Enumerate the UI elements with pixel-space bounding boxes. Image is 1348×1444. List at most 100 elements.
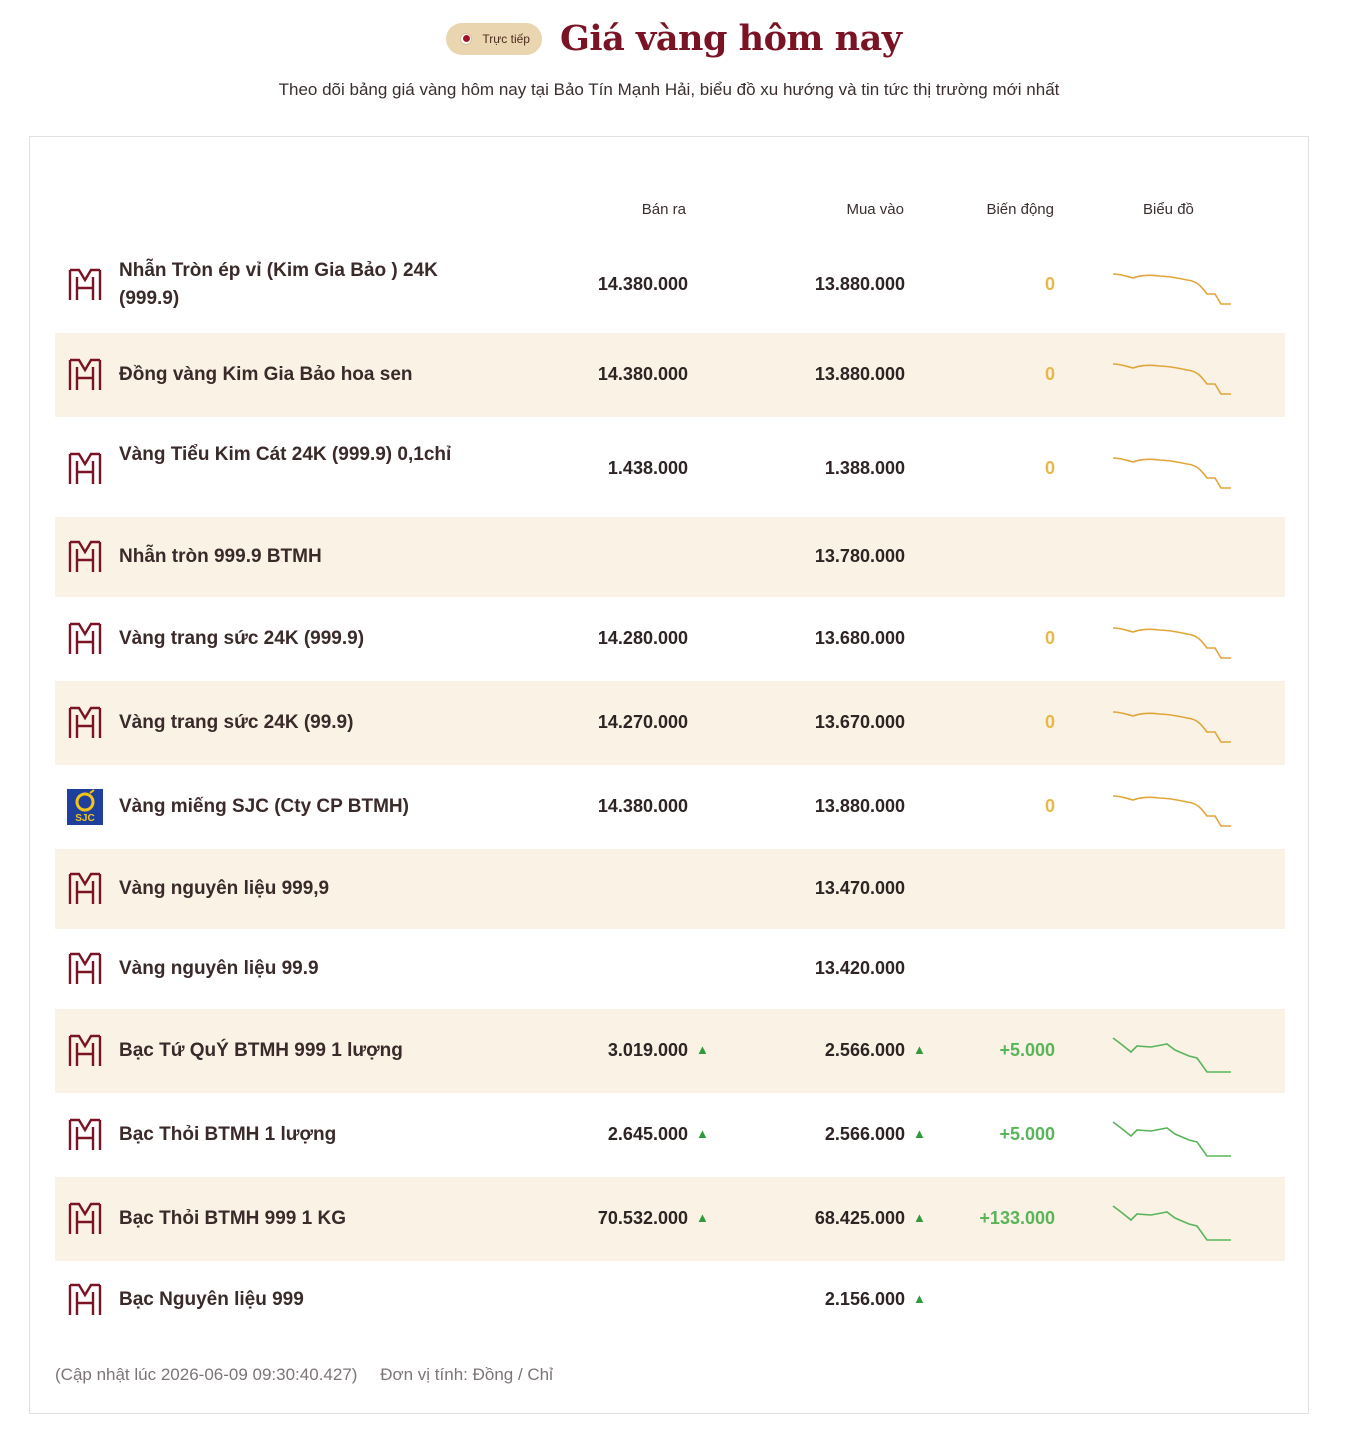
sparkline-chart[interactable] bbox=[1111, 264, 1235, 306]
product-name: Bạc Thỏi BTMH 999 1 KG bbox=[119, 1208, 346, 1229]
sparkline-chart[interactable] bbox=[1111, 702, 1235, 744]
buy-price: 1.388.000 bbox=[824, 458, 905, 478]
live-dot-icon bbox=[460, 32, 473, 45]
product-name: Bạc Thỏi BTMH 1 lượng bbox=[119, 1124, 337, 1145]
product-name: Nhẫn Tròn ép vỉ (Kim Gia Bảo ) 24K (999.… bbox=[119, 260, 438, 309]
table-row[interactable]: Nhẫn tròn 999.9 BTMH 13.780.000 bbox=[55, 517, 1285, 597]
update-timestamp: (Cập nhật lúc 2026-06-09 09:30:40.427) bbox=[55, 1365, 358, 1384]
btmh-logo-icon bbox=[67, 1201, 103, 1237]
price-change: 0 bbox=[1044, 628, 1055, 648]
sjc-logo-icon: SJC bbox=[67, 789, 103, 825]
product-name: Nhẫn tròn 999.9 BTMH bbox=[119, 546, 322, 567]
sell-price: 1.438.000 bbox=[607, 458, 688, 478]
buy-price: 13.880.000 bbox=[814, 364, 905, 384]
sell-price: 14.270.000 bbox=[597, 712, 688, 732]
table-row[interactable]: Nhẫn Tròn ép vỉ (Kim Gia Bảo ) 24K (999.… bbox=[55, 241, 1285, 329]
unit-label: Đơn vị tính: Đồng / Chỉ bbox=[380, 1365, 553, 1384]
sparkline-chart[interactable] bbox=[1111, 1028, 1235, 1074]
buy-price: 2.156.000 bbox=[824, 1289, 905, 1309]
sparkline-chart[interactable] bbox=[1111, 618, 1235, 660]
price-change: +5.000 bbox=[999, 1124, 1055, 1144]
table-row[interactable]: Vàng nguyên liệu 99.9 13.420.000 bbox=[55, 929, 1285, 1009]
up-arrow-icon: ▲ bbox=[913, 1126, 926, 1141]
column-header-chart: Biểu đồ bbox=[1143, 201, 1194, 218]
sell-price: 14.380.000 bbox=[597, 274, 688, 294]
product-name: Bạc Nguyên liệu 999 bbox=[119, 1289, 304, 1310]
product-name: Bạc Tứ QuÝ BTMH 999 1 lượng bbox=[119, 1040, 403, 1061]
product-name: Đồng vàng Kim Gia Bảo hoa sen bbox=[119, 364, 413, 385]
table-row[interactable]: Vàng trang sức 24K (999.9) 14.280.000 13.6… bbox=[55, 597, 1285, 681]
btmh-logo-icon bbox=[67, 621, 103, 657]
price-change: 0 bbox=[1044, 274, 1055, 294]
buy-price: 13.420.000 bbox=[814, 958, 905, 978]
price-change: 0 bbox=[1044, 458, 1055, 478]
table-row[interactable]: Vàng nguyên liệu 999,9 13.470.000 bbox=[55, 849, 1285, 929]
table-row[interactable]: Bạc Nguyên liệu 999 2.156.000 ▲ bbox=[55, 1261, 1285, 1339]
buy-price: 13.780.000 bbox=[814, 546, 905, 566]
up-arrow-icon: ▲ bbox=[913, 1210, 926, 1225]
live-label: Trực tiếp bbox=[482, 31, 530, 46]
up-arrow-icon: ▲ bbox=[913, 1291, 926, 1306]
price-change: 0 bbox=[1044, 364, 1055, 384]
column-header-change: Biến động bbox=[986, 201, 1054, 218]
up-arrow-icon: ▲ bbox=[696, 1126, 709, 1141]
buy-price: 68.425.000 bbox=[814, 1208, 905, 1228]
table-row[interactable]: SJC Vàng miếng SJC (Cty CP BTMH) 14.380.0… bbox=[55, 765, 1285, 849]
price-change: 0 bbox=[1044, 712, 1055, 732]
buy-price: 13.670.000 bbox=[814, 712, 905, 732]
sell-price: 3.019.000 bbox=[607, 1040, 688, 1060]
product-name: Vàng Tiểu Kim Cát 24K (999.9) 0,1chỉ bbox=[119, 444, 452, 465]
btmh-logo-icon bbox=[67, 1033, 103, 1069]
up-arrow-icon: ▲ bbox=[696, 1042, 709, 1057]
column-header-sell: Bán ra bbox=[641, 201, 686, 218]
btmh-logo-icon bbox=[67, 267, 103, 303]
sell-price: 14.380.000 bbox=[597, 796, 688, 816]
table-row[interactable]: Bạc Thỏi BTMH 999 1 KG 70.532.000 68.425.0… bbox=[55, 1177, 1285, 1261]
svg-text:SJC: SJC bbox=[75, 813, 94, 824]
sparkline-chart[interactable] bbox=[1111, 448, 1235, 490]
sell-price: 2.645.000 bbox=[607, 1124, 688, 1144]
product-name: Vàng trang sức 24K (999.9) bbox=[119, 628, 365, 649]
btmh-logo-icon bbox=[67, 539, 103, 575]
table-footer: (Cập nhật lúc 2026-06-09 09:30:40.427) Đ… bbox=[55, 1365, 571, 1385]
btmh-logo-icon bbox=[67, 451, 103, 487]
sparkline-chart[interactable] bbox=[1111, 1196, 1235, 1242]
price-table-card: Bán ra Mua vào Biến động Biểu đồ Nhẫn Tr… bbox=[29, 136, 1309, 1414]
buy-price: 13.680.000 bbox=[814, 628, 905, 648]
sparkline-chart[interactable] bbox=[1111, 1112, 1235, 1158]
btmh-logo-icon bbox=[67, 357, 103, 393]
page-title: Giá vàng hôm nay bbox=[559, 18, 902, 59]
table-row[interactable]: Đồng vàng Kim Gia Bảo hoa sen 14.380.000 1… bbox=[55, 333, 1285, 417]
sell-price: 14.380.000 bbox=[597, 364, 688, 384]
page-subtitle: Theo dõi bảng giá vàng hôm nay tại Bảo T… bbox=[278, 80, 1060, 99]
page-header: Trực tiếp Giá vàng hôm nay bbox=[0, 18, 1348, 59]
btmh-logo-icon bbox=[67, 1282, 103, 1318]
sell-price: 70.532.000 bbox=[597, 1208, 688, 1228]
product-name: Vàng trang sức 24K (99.9) bbox=[119, 712, 354, 733]
btmh-logo-icon bbox=[67, 705, 103, 741]
price-change: 0 bbox=[1044, 796, 1055, 816]
sell-price: 14.280.000 bbox=[597, 628, 688, 648]
buy-price: 13.470.000 bbox=[814, 878, 905, 898]
product-name: Vàng miếng SJC (Cty CP BTMH) bbox=[119, 796, 409, 817]
sparkline-chart[interactable] bbox=[1111, 786, 1235, 828]
table-row[interactable]: Bạc Thỏi BTMH 1 lượng 2.645.000 2.566.000 ▲… bbox=[55, 1093, 1285, 1177]
product-name: Vàng nguyên liệu 99.9 bbox=[119, 958, 319, 979]
btmh-logo-icon bbox=[67, 1117, 103, 1153]
buy-price: 2.566.000 bbox=[824, 1124, 905, 1144]
table-row[interactable]: Bạc Tứ QuÝ BTMH 999 1 lượng 3.019.000 2.56… bbox=[55, 1009, 1285, 1093]
price-change: +133.000 bbox=[979, 1208, 1055, 1228]
btmh-logo-icon bbox=[67, 951, 103, 987]
up-arrow-icon: ▲ bbox=[696, 1210, 709, 1225]
product-name: Vàng nguyên liệu 999,9 bbox=[119, 878, 330, 899]
price-change: +5.000 bbox=[999, 1040, 1055, 1060]
buy-price: 2.566.000 bbox=[824, 1040, 905, 1060]
live-badge[interactable]: Trực tiếp bbox=[446, 22, 542, 55]
btmh-logo-icon bbox=[67, 871, 103, 907]
buy-price: 13.880.000 bbox=[814, 274, 905, 294]
table-row[interactable]: Vàng trang sức 24K (99.9) 14.270.000 13.67… bbox=[55, 681, 1285, 765]
table-row[interactable]: Vàng Tiểu Kim Cát 24K (999.9) 0,1chỉ 1.43… bbox=[55, 421, 1285, 517]
sparkline-chart[interactable] bbox=[1111, 354, 1235, 396]
up-arrow-icon: ▲ bbox=[913, 1042, 926, 1057]
column-header-buy: Mua vào bbox=[846, 201, 904, 218]
